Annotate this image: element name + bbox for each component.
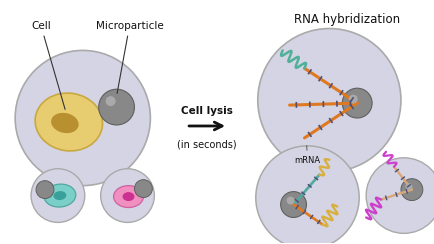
Text: (in seconds): (in seconds): [177, 140, 237, 150]
Circle shape: [286, 197, 294, 204]
Text: mRNA: mRNA: [294, 146, 320, 165]
Circle shape: [105, 96, 115, 106]
Circle shape: [404, 183, 411, 190]
Circle shape: [342, 88, 371, 118]
Ellipse shape: [35, 93, 102, 151]
Circle shape: [365, 158, 434, 233]
Circle shape: [134, 180, 152, 198]
Ellipse shape: [44, 184, 76, 207]
Circle shape: [400, 179, 422, 201]
Text: Cell lysis: Cell lysis: [181, 106, 233, 116]
Circle shape: [100, 169, 154, 223]
Circle shape: [280, 192, 306, 217]
Text: Cell: Cell: [31, 20, 65, 109]
Circle shape: [31, 169, 85, 223]
Ellipse shape: [113, 186, 143, 207]
Ellipse shape: [51, 113, 79, 133]
Text: RNA hybridization: RNA hybridization: [293, 13, 399, 26]
Circle shape: [257, 29, 400, 172]
Circle shape: [36, 181, 54, 199]
Ellipse shape: [53, 191, 66, 200]
Circle shape: [255, 146, 358, 244]
Circle shape: [348, 95, 357, 104]
Ellipse shape: [122, 192, 134, 201]
Circle shape: [15, 51, 150, 186]
Text: Microparticle: Microparticle: [95, 20, 163, 93]
Circle shape: [99, 89, 134, 125]
